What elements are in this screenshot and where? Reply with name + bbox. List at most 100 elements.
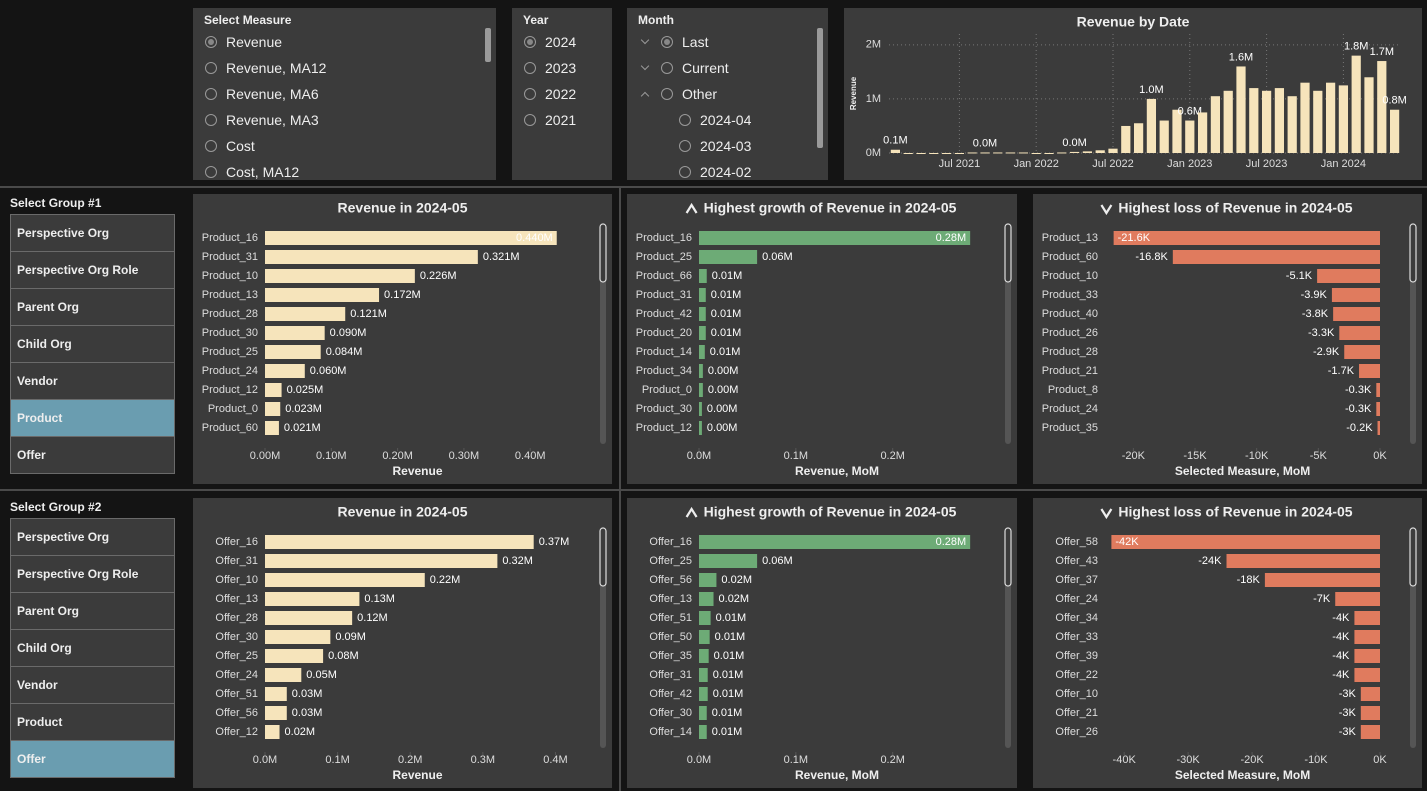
chevron [640, 91, 650, 101]
radio[interactable] [661, 36, 673, 48]
category-label: Offer_31 [649, 669, 692, 681]
radio[interactable] [524, 62, 536, 74]
slicer-item[interactable]: Revenue, MA6 [226, 86, 319, 102]
scroll-thumb[interactable] [599, 223, 607, 283]
category-label: Offer_31 [215, 555, 258, 567]
bar [699, 706, 707, 720]
slicer-item[interactable]: 2024 [545, 34, 577, 50]
category-label: Product_35 [1042, 422, 1098, 434]
radio-dot [208, 39, 214, 45]
slicer-item[interactable]: Revenue, MA12 [226, 60, 327, 76]
group-button[interactable]: Child Org [11, 630, 174, 667]
slicer-item[interactable]: Cost [226, 138, 255, 154]
scroll-thumb[interactable] [1409, 223, 1417, 283]
bar [1360, 725, 1380, 739]
radio[interactable] [205, 88, 217, 100]
x-tick-label: -10K [1245, 450, 1269, 462]
bar [699, 554, 758, 568]
slicer-item[interactable]: 2024-02 [700, 164, 752, 180]
data-label: -1.7K [1328, 365, 1355, 377]
scroll-thumb[interactable] [599, 527, 607, 587]
radio[interactable] [661, 62, 673, 74]
bar [1121, 125, 1131, 153]
bar [1133, 123, 1144, 153]
category-label: Product_8 [1048, 384, 1098, 396]
bar [941, 153, 952, 154]
radio[interactable] [679, 114, 691, 126]
radio[interactable] [524, 114, 536, 126]
group-button[interactable]: Perspective Org Role [11, 252, 174, 289]
category-label: Product_25 [202, 346, 258, 358]
slicer-item[interactable]: Last [682, 34, 709, 50]
slicer-item[interactable]: 2024-03 [700, 138, 752, 154]
group-button[interactable]: Vendor [11, 667, 174, 704]
data-label: 0.01M [711, 327, 742, 339]
slicer-item[interactable]: 2022 [545, 86, 577, 102]
slicer-item[interactable]: Current [682, 60, 729, 76]
category-label: Product_30 [636, 403, 692, 415]
category-label: Product_42 [636, 308, 692, 320]
radio[interactable] [679, 166, 691, 178]
x-tick-label: 0.1M [784, 450, 808, 462]
data-label: 0.1M [883, 135, 907, 147]
slicer: Month Last Current Other 2024-04 2024-03 2024-… [627, 8, 828, 180]
bar [699, 611, 711, 625]
radio[interactable] [205, 114, 217, 126]
chart-background [844, 8, 1422, 180]
bar [1172, 250, 1380, 264]
slicer-item[interactable]: Revenue, MA3 [226, 112, 319, 128]
group-button[interactable]: Perspective Org Role [11, 556, 174, 593]
group-button[interactable]: Offer [11, 741, 174, 777]
slicer-item[interactable]: Other [682, 86, 718, 102]
bar [1172, 109, 1182, 153]
category-label: Offer_24 [1055, 593, 1098, 605]
bar [903, 153, 913, 154]
group-button[interactable]: Product [11, 704, 174, 741]
category-label: Offer_21 [1055, 707, 1098, 719]
category-label: Offer_10 [215, 574, 258, 586]
scroll-thumb[interactable] [1004, 527, 1012, 587]
category-label: Product_0 [208, 403, 258, 415]
bar [1249, 88, 1259, 153]
data-label: 0.08M [328, 650, 359, 662]
chart: Highest loss of Revenue in 2024-05 Produc… [1033, 194, 1422, 484]
radio[interactable] [524, 88, 536, 100]
scroll-thumb[interactable] [1409, 527, 1417, 587]
x-tick-label: -5K [1310, 450, 1328, 462]
slicer-item[interactable]: Revenue [226, 34, 283, 50]
bar [265, 706, 287, 720]
slicer-item[interactable]: 2024-04 [700, 112, 752, 128]
bar [1185, 120, 1195, 153]
radio[interactable] [205, 62, 217, 74]
radio-dot [664, 39, 670, 45]
chart-title: Highest loss of Revenue in 2024-05 [1118, 504, 1352, 520]
bar [699, 592, 714, 606]
group-button[interactable]: Parent Org [11, 593, 174, 630]
group-button[interactable]: Product [11, 400, 174, 437]
radio[interactable] [205, 166, 217, 178]
x-tick-label: -40K [1113, 754, 1137, 766]
slicer-item[interactable]: 2021 [545, 112, 577, 128]
radio[interactable] [679, 140, 691, 152]
group-button[interactable]: Perspective Org [11, 215, 174, 252]
group-button[interactable]: Child Org [11, 326, 174, 363]
radio[interactable] [661, 88, 673, 100]
group-button[interactable]: Offer [17, 448, 46, 462]
bar [1339, 326, 1380, 340]
group-button[interactable]: Perspective Org [11, 519, 174, 556]
bar [967, 152, 977, 154]
group-button[interactable]: Vendor [11, 363, 174, 400]
chart: Highest loss of Revenue in 2024-05 Offer_… [1033, 498, 1422, 788]
category-label: Product_25 [636, 251, 692, 263]
divider [0, 186, 1427, 188]
radio[interactable] [205, 140, 217, 152]
bar [265, 421, 279, 435]
group-button[interactable]: Parent Org [11, 289, 174, 326]
slicer-item[interactable]: 2023 [545, 60, 577, 76]
radio[interactable] [524, 36, 536, 48]
chart-title: Revenue by Date [1077, 14, 1190, 30]
scroll-thumb[interactable] [1004, 223, 1012, 283]
radio[interactable] [205, 36, 217, 48]
slicer-item[interactable]: Cost, MA12 [226, 164, 300, 180]
